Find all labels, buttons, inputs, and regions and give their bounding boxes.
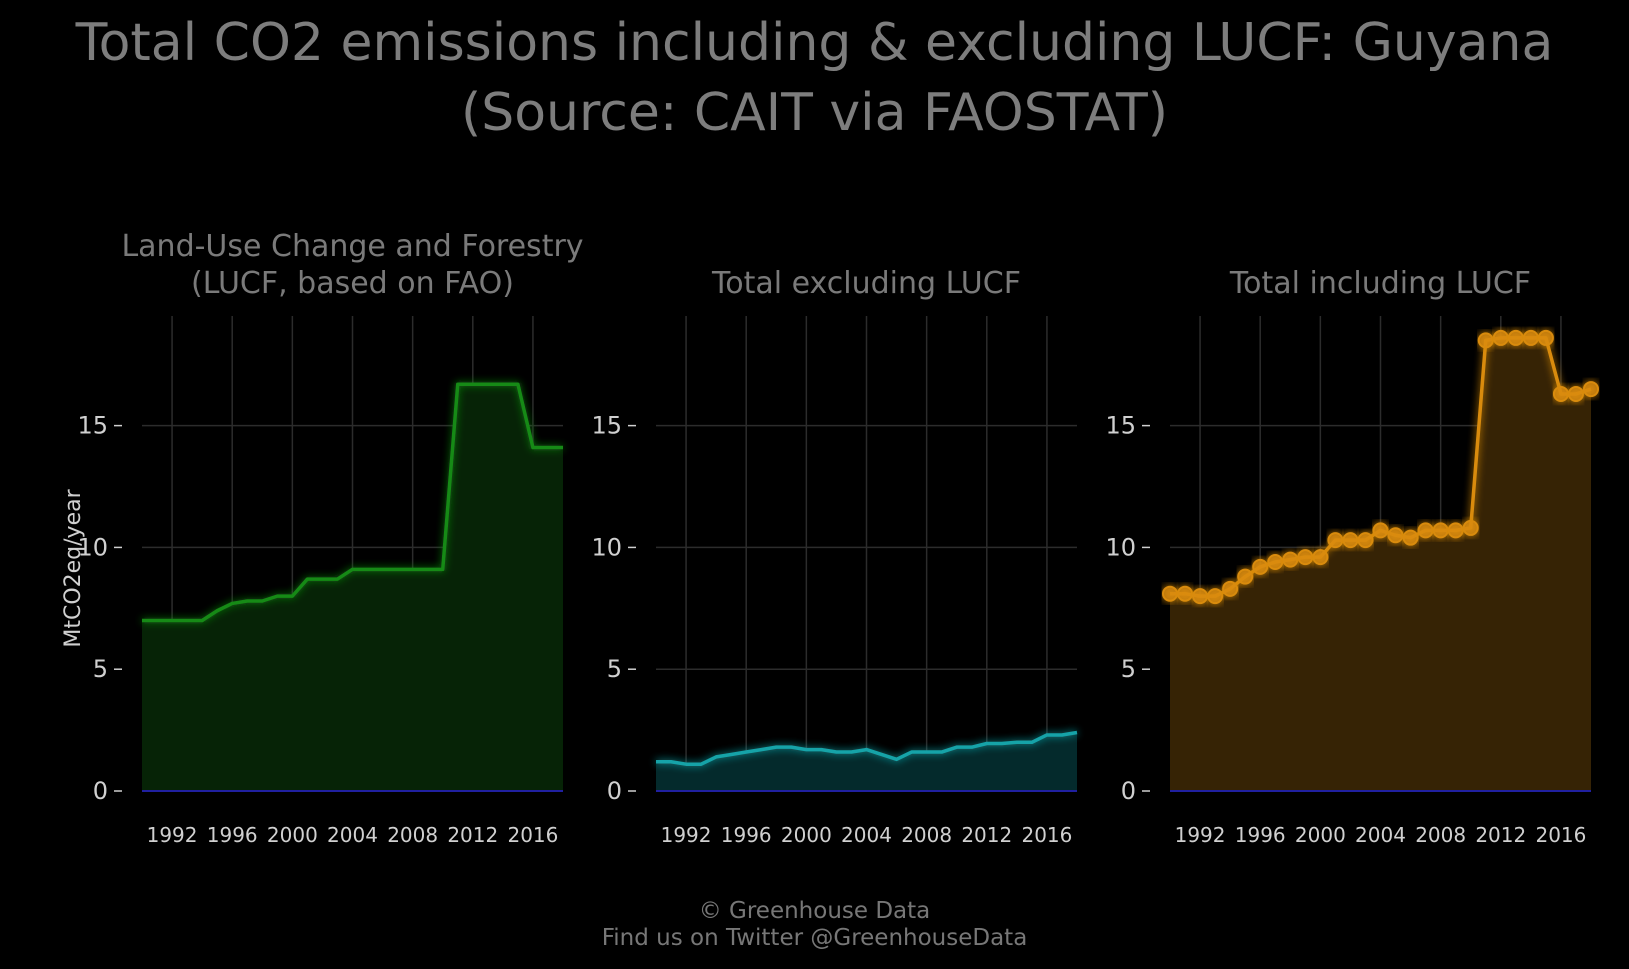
x-tick-label: 1996 bbox=[207, 823, 258, 847]
data-point bbox=[1297, 549, 1314, 566]
y-tick-label: 15 bbox=[591, 412, 622, 440]
x-tick-label: 1992 bbox=[147, 823, 198, 847]
x-tick-label: 2016 bbox=[1021, 823, 1072, 847]
data-point bbox=[1252, 558, 1269, 575]
panel-title-line: Land-Use Change and Forestry bbox=[121, 229, 583, 264]
data-point bbox=[1267, 554, 1284, 571]
y-tick-label: 5 bbox=[93, 655, 108, 683]
data-point bbox=[1402, 529, 1419, 546]
y-tick-label: 0 bbox=[93, 777, 108, 805]
x-tick-label: 2004 bbox=[841, 823, 892, 847]
data-point bbox=[1342, 532, 1359, 549]
x-tick-label: 2012 bbox=[447, 823, 498, 847]
data-point bbox=[1312, 549, 1329, 566]
panel-title-line: Total excluding LUCF bbox=[711, 266, 1021, 301]
series-area bbox=[1170, 337, 1591, 791]
main-title-line1: Total CO2 emissions including & excludin… bbox=[75, 13, 1554, 73]
x-tick-label: 1992 bbox=[661, 823, 712, 847]
x-tick-label: 2012 bbox=[961, 823, 1012, 847]
data-point bbox=[1207, 588, 1224, 605]
x-tick-label: 2016 bbox=[507, 823, 558, 847]
data-point bbox=[1477, 332, 1494, 349]
x-tick-label: 1996 bbox=[721, 823, 772, 847]
data-point bbox=[1447, 522, 1464, 539]
data-point bbox=[1372, 522, 1389, 539]
x-tick-label: 2000 bbox=[781, 823, 832, 847]
data-point bbox=[1162, 585, 1178, 602]
data-point bbox=[1567, 385, 1584, 402]
y-tick-label: 0 bbox=[1121, 777, 1136, 805]
chart-panel-2: Total excluding LUCF 1992 1996 2000 2004 2008… bbox=[591, 266, 1078, 847]
x-tick-label: 2004 bbox=[327, 823, 378, 847]
y-tick-label: 10 bbox=[1105, 533, 1136, 561]
y-axis-label: MtCO2eq/year bbox=[61, 488, 86, 647]
footer-copyright: © Greenhouse Data bbox=[698, 898, 931, 924]
series-line bbox=[656, 730, 1078, 766]
data-point bbox=[1552, 385, 1569, 402]
series-line bbox=[142, 382, 563, 623]
x-tick-label: 1996 bbox=[1235, 823, 1286, 847]
chart-panel-1: Land-Use Change and Forestry(LUCF, based… bbox=[61, 229, 584, 847]
data-point bbox=[1192, 588, 1209, 605]
y-tick-label: 5 bbox=[607, 655, 622, 683]
x-tick-label: 2000 bbox=[1295, 823, 1346, 847]
x-tick-label: 2004 bbox=[1355, 823, 1406, 847]
data-point bbox=[1387, 527, 1404, 544]
data-point bbox=[1537, 329, 1554, 346]
y-tick-label: 0 bbox=[607, 777, 622, 805]
main-title-line2: (Source: CAIT via FAOSTAT) bbox=[460, 83, 1169, 143]
y-tick-label: 5 bbox=[1121, 655, 1136, 683]
y-tick-label: 15 bbox=[77, 412, 108, 440]
footer: © Greenhouse Data Find us on Twitter @Gr… bbox=[0, 898, 1629, 952]
x-tick-label: 2012 bbox=[1475, 823, 1526, 847]
data-point bbox=[1507, 329, 1524, 346]
x-tick-label: 2008 bbox=[901, 823, 952, 847]
y-tick-label: 10 bbox=[591, 533, 622, 561]
chart-panel-3: Total including LUCF 1992 1996 2000 2004 2008… bbox=[1105, 266, 1599, 847]
x-tick-label: 2008 bbox=[1415, 823, 1466, 847]
data-point bbox=[1237, 568, 1254, 585]
data-point bbox=[1327, 532, 1344, 549]
x-tick-label: 2016 bbox=[1535, 823, 1586, 847]
x-tick-label: 2008 bbox=[387, 823, 438, 847]
footer-twitter: Find us on Twitter @GreenhouseData bbox=[601, 925, 1028, 951]
data-point bbox=[1282, 551, 1299, 568]
data-point bbox=[1583, 381, 1599, 398]
panel-title-line: (LUCF, based on FAO) bbox=[191, 266, 514, 301]
data-point bbox=[1492, 329, 1509, 346]
data-point bbox=[1522, 329, 1539, 346]
data-point bbox=[1177, 585, 1194, 602]
data-point bbox=[1432, 522, 1449, 539]
panel-title-line: Total including LUCF bbox=[1229, 266, 1531, 301]
main-title: Total CO2 emissions including & excludin… bbox=[0, 8, 1629, 148]
data-point bbox=[1357, 532, 1374, 549]
y-tick-label: 15 bbox=[1105, 412, 1136, 440]
data-point bbox=[1222, 580, 1239, 597]
series-area bbox=[142, 384, 563, 791]
data-point bbox=[1417, 522, 1434, 539]
series-area bbox=[656, 732, 1077, 791]
x-tick-label: 1992 bbox=[1175, 823, 1226, 847]
data-point bbox=[1462, 519, 1479, 536]
y-tick-label: 10 bbox=[77, 533, 108, 561]
x-tick-label: 2000 bbox=[267, 823, 318, 847]
